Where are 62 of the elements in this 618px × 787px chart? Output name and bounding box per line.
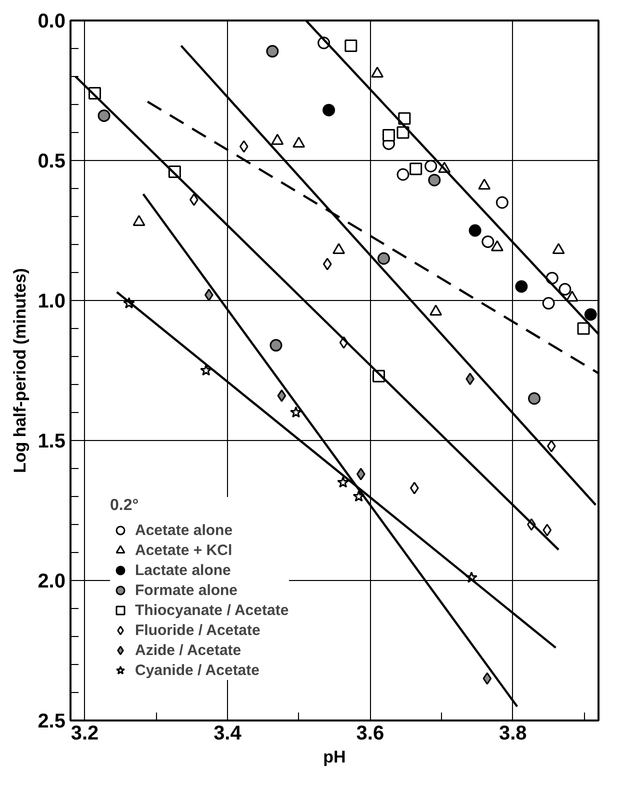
- point: [468, 224, 482, 237]
- legend-label: Acetate alone: [135, 522, 233, 538]
- point: [430, 304, 442, 316]
- point: [482, 672, 492, 685]
- point: [542, 297, 555, 310]
- y-tick-label: 1.5: [38, 430, 66, 452]
- legend-label: Acetate + KCl: [135, 542, 232, 558]
- legend-label: Fluoride / Acetate: [135, 622, 260, 638]
- point: [552, 243, 565, 254]
- point: [424, 160, 438, 172]
- point: [410, 162, 422, 176]
- point: [482, 235, 494, 248]
- legend-label: Formate alone: [135, 582, 238, 598]
- point: [546, 440, 556, 452]
- legend-title: 0.2°: [110, 497, 140, 515]
- legend-label: Lactate alone: [135, 562, 231, 578]
- point: [490, 240, 504, 252]
- point: [410, 482, 419, 494]
- legend-label: Cyanide / Acetate: [135, 662, 260, 678]
- point: [371, 66, 384, 78]
- point: [377, 252, 390, 265]
- point: [428, 174, 441, 186]
- point: [98, 109, 110, 122]
- point: [322, 104, 336, 116]
- point: [266, 45, 279, 58]
- y-axis-title: Log half-period (minutes): [10, 268, 30, 473]
- point: [584, 308, 597, 321]
- point: [271, 134, 284, 145]
- y-tick-label: 0.5: [38, 150, 66, 172]
- y-tick-label: 2.0: [38, 570, 66, 592]
- legend-label: Azide / Acetate: [135, 642, 242, 658]
- point: [542, 524, 552, 536]
- point: [292, 136, 306, 148]
- y-tick-label: 1.0: [38, 290, 66, 312]
- point: [566, 290, 578, 302]
- point: [496, 196, 508, 209]
- x-tick-label: 3.8: [498, 722, 527, 744]
- y-tick-label: 2.5: [38, 710, 66, 732]
- point: [322, 258, 332, 270]
- point: [132, 215, 146, 226]
- x-tick-label: 3.2: [70, 722, 99, 744]
- point: [577, 322, 590, 335]
- point: [356, 468, 366, 480]
- point: [344, 39, 358, 52]
- point: [332, 243, 346, 254]
- legend-label: Thiocyanate / Acetate: [135, 602, 289, 618]
- point: [337, 476, 350, 488]
- point: [558, 283, 572, 296]
- point: [478, 178, 491, 190]
- point: [515, 280, 528, 293]
- point: [528, 392, 541, 405]
- point: [277, 389, 286, 402]
- point: [396, 126, 410, 139]
- point: [396, 168, 410, 181]
- x-axis-title: pH: [323, 748, 346, 766]
- x-tick-label: 3.4: [214, 722, 242, 744]
- point: [239, 140, 248, 153]
- point: [290, 406, 302, 418]
- point: [270, 339, 282, 352]
- point: [382, 129, 395, 142]
- x-tick-label: 3.6: [356, 722, 384, 744]
- y-tick-label: 0.0: [38, 10, 66, 32]
